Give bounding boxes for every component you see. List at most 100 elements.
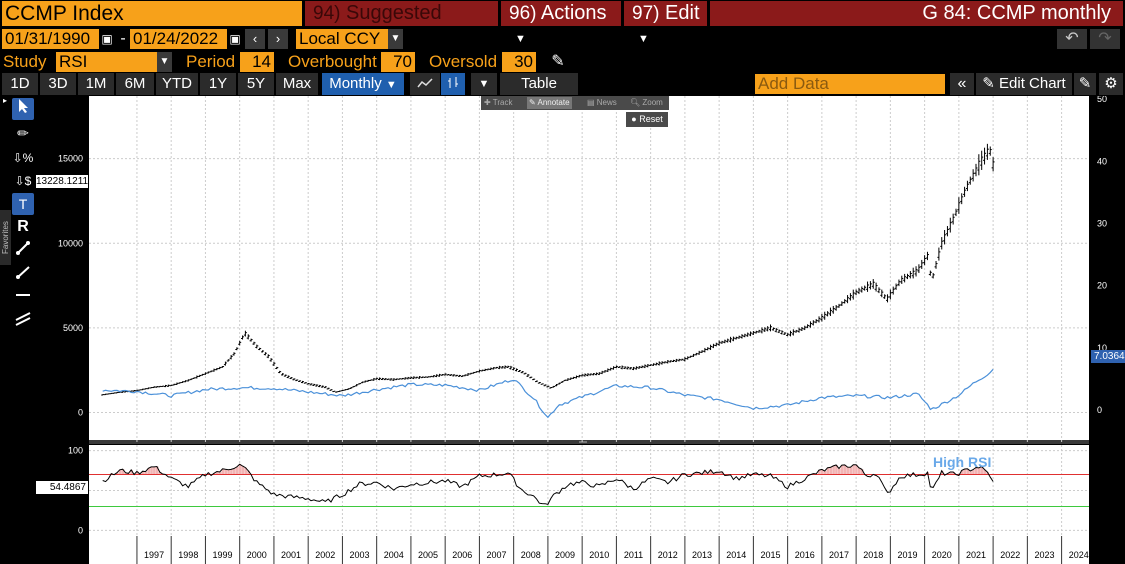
period-1d-button[interactable]: 1D [2,73,38,95]
period-max-button[interactable]: Max [276,73,318,95]
overbought-fill-segment [983,469,987,475]
divider-handle-icon[interactable] [579,441,587,443]
currency-select[interactable]: Local CCY [296,29,388,49]
redo-icon[interactable]: ↷ [1090,29,1120,49]
next-period-button[interactable]: › [268,29,288,49]
prev-period-button[interactable]: ‹ [245,29,265,49]
panel-divider[interactable] [89,440,1089,444]
pointer-icon[interactable] [12,98,34,120]
suggested-charts-menu[interactable]: 94) Suggested Charts [305,1,498,49]
pencil-icon[interactable]: ✎ [551,53,565,70]
add-data-input[interactable]: Add Data [755,74,945,94]
y-tick-label-left: 0 [78,408,83,418]
channel-tool-icon[interactable] [12,310,34,332]
x-tick-label: 2012 [658,550,678,560]
overbought-fill-segment [506,472,510,475]
overbought-fill-segment [720,471,724,475]
period-1m-button[interactable]: 1M [78,73,114,95]
overbought-fill-segment [706,473,710,475]
overbought-fill-segment [712,473,716,475]
period-input[interactable]: 14 [240,52,274,72]
rsi-tick-label: 100 [68,446,83,456]
horizontal-line-icon[interactable] [12,287,34,309]
y-tick-label-right: 0 [1097,405,1102,415]
drawing-toolbar [0,96,36,564]
overbought-input[interactable]: 70 [381,52,415,72]
expand-arrow-icon[interactable]: ▸ [3,96,8,105]
overbought-fill-segment [977,467,981,475]
news-button[interactable]: ▤ News [587,98,617,107]
frequency-select[interactable]: Monthly ▼ [322,73,404,95]
start-date-input[interactable]: 01/31/1990 [2,29,99,49]
overbought-fill-segment [121,469,125,475]
edit-layout-icon[interactable]: ✎ [1074,73,1096,95]
overbought-fill-segment [238,464,242,475]
x-tick-label: 2005 [418,550,438,560]
calendar-icon[interactable]: ▣ [101,32,113,46]
period-6m-button[interactable]: 6M [116,73,154,95]
overbought-fill-segment [213,473,216,475]
period-ytd-button[interactable]: YTD [156,73,198,95]
favorites-tab[interactable]: Favorites [0,210,11,265]
trendline-tool-icon[interactable] [12,240,34,262]
undo-icon[interactable]: ↶ [1057,29,1087,49]
x-axis-panel [89,536,1089,564]
collapse-left-icon[interactable]: « [950,73,974,95]
news-label: News [596,98,617,107]
chevron-down-icon[interactable]: ▼ [388,29,403,49]
edit-menu[interactable]: 97) Edit ▼ [624,1,707,45]
draw-line-icon[interactable]: ✏ [17,125,29,141]
end-date-input[interactable]: 01/24/2022 [130,29,227,49]
period-3d-button[interactable]: 3D [40,73,76,95]
zoom-button[interactable]: 🔍︎ Zoom [630,98,663,107]
reset-button[interactable]: ● Reset [626,112,668,127]
track-button[interactable]: ✚ Track [484,98,513,107]
secondary-series-line [102,368,994,419]
percent-tool-icon[interactable]: ⇩% [12,151,34,165]
table-button[interactable]: Table [500,73,578,95]
chevron-down-icon[interactable]: ▼ [157,52,172,72]
overbought-fill-segment [755,472,758,475]
security-ticker[interactable]: CCMP Index [2,1,302,26]
x-tick-label: 1999 [213,550,233,560]
caret-down-icon: ▼ [515,33,526,45]
overbought-fill-segment [144,471,148,475]
reset-icon: ● [631,114,637,124]
retracement-tool-icon[interactable]: R [17,218,29,235]
annotate-button[interactable]: ✎ Annotate [527,97,572,109]
period-5y-button[interactable]: 5Y [238,73,274,95]
overbought-fill-segment [227,469,230,475]
x-tick-label: 2013 [692,550,712,560]
pencil-icon: ✎ [982,75,995,92]
x-tick-label: 2018 [863,550,883,560]
overbought-fill-segment [980,466,984,475]
ray-tool-icon[interactable] [12,264,34,286]
overbought-fill-segment [718,472,721,475]
gear-icon[interactable]: ⚙ [1099,73,1123,95]
line-chart-icon[interactable] [410,73,440,95]
x-tick-label: 2011 [624,550,643,560]
period-1y-button[interactable]: 1Y [200,73,236,95]
menu-number: 94) [313,3,341,24]
overbought-fill-segment [698,472,701,475]
price-tool-icon[interactable]: ⇩$ [14,174,32,188]
overbought-fill-segment [972,469,975,475]
text-tool-icon[interactable]: T [12,193,34,215]
y-tick-label-right: 10 [1097,343,1107,353]
bar-chart-icon[interactable] [441,73,465,95]
oversold-input[interactable]: 30 [502,52,536,72]
actions-menu[interactable]: 96) Actions ▼ [501,1,621,45]
overbought-fill-segment [857,467,861,475]
overbought-fill-segment [244,467,247,475]
chevron-down-icon[interactable]: ▼ [471,73,497,95]
overbought-fill-segment [835,465,838,475]
overbought-fill-segment [840,465,844,475]
study-select[interactable]: RSI [56,52,157,72]
chart-canvas[interactable]: 1997 1998 1999 2000 2001 2002 2003 2004 2005 2006… [36,96,1125,564]
overbought-fill-segment [860,469,864,475]
calendar-icon[interactable]: ▣ [229,32,241,46]
overbought-fill-segment [130,469,133,475]
x-tick-label: 2000 [247,550,267,560]
edit-chart-button[interactable]: ✎ Edit Chart [976,73,1072,95]
frequency-label: Monthly [329,75,382,92]
